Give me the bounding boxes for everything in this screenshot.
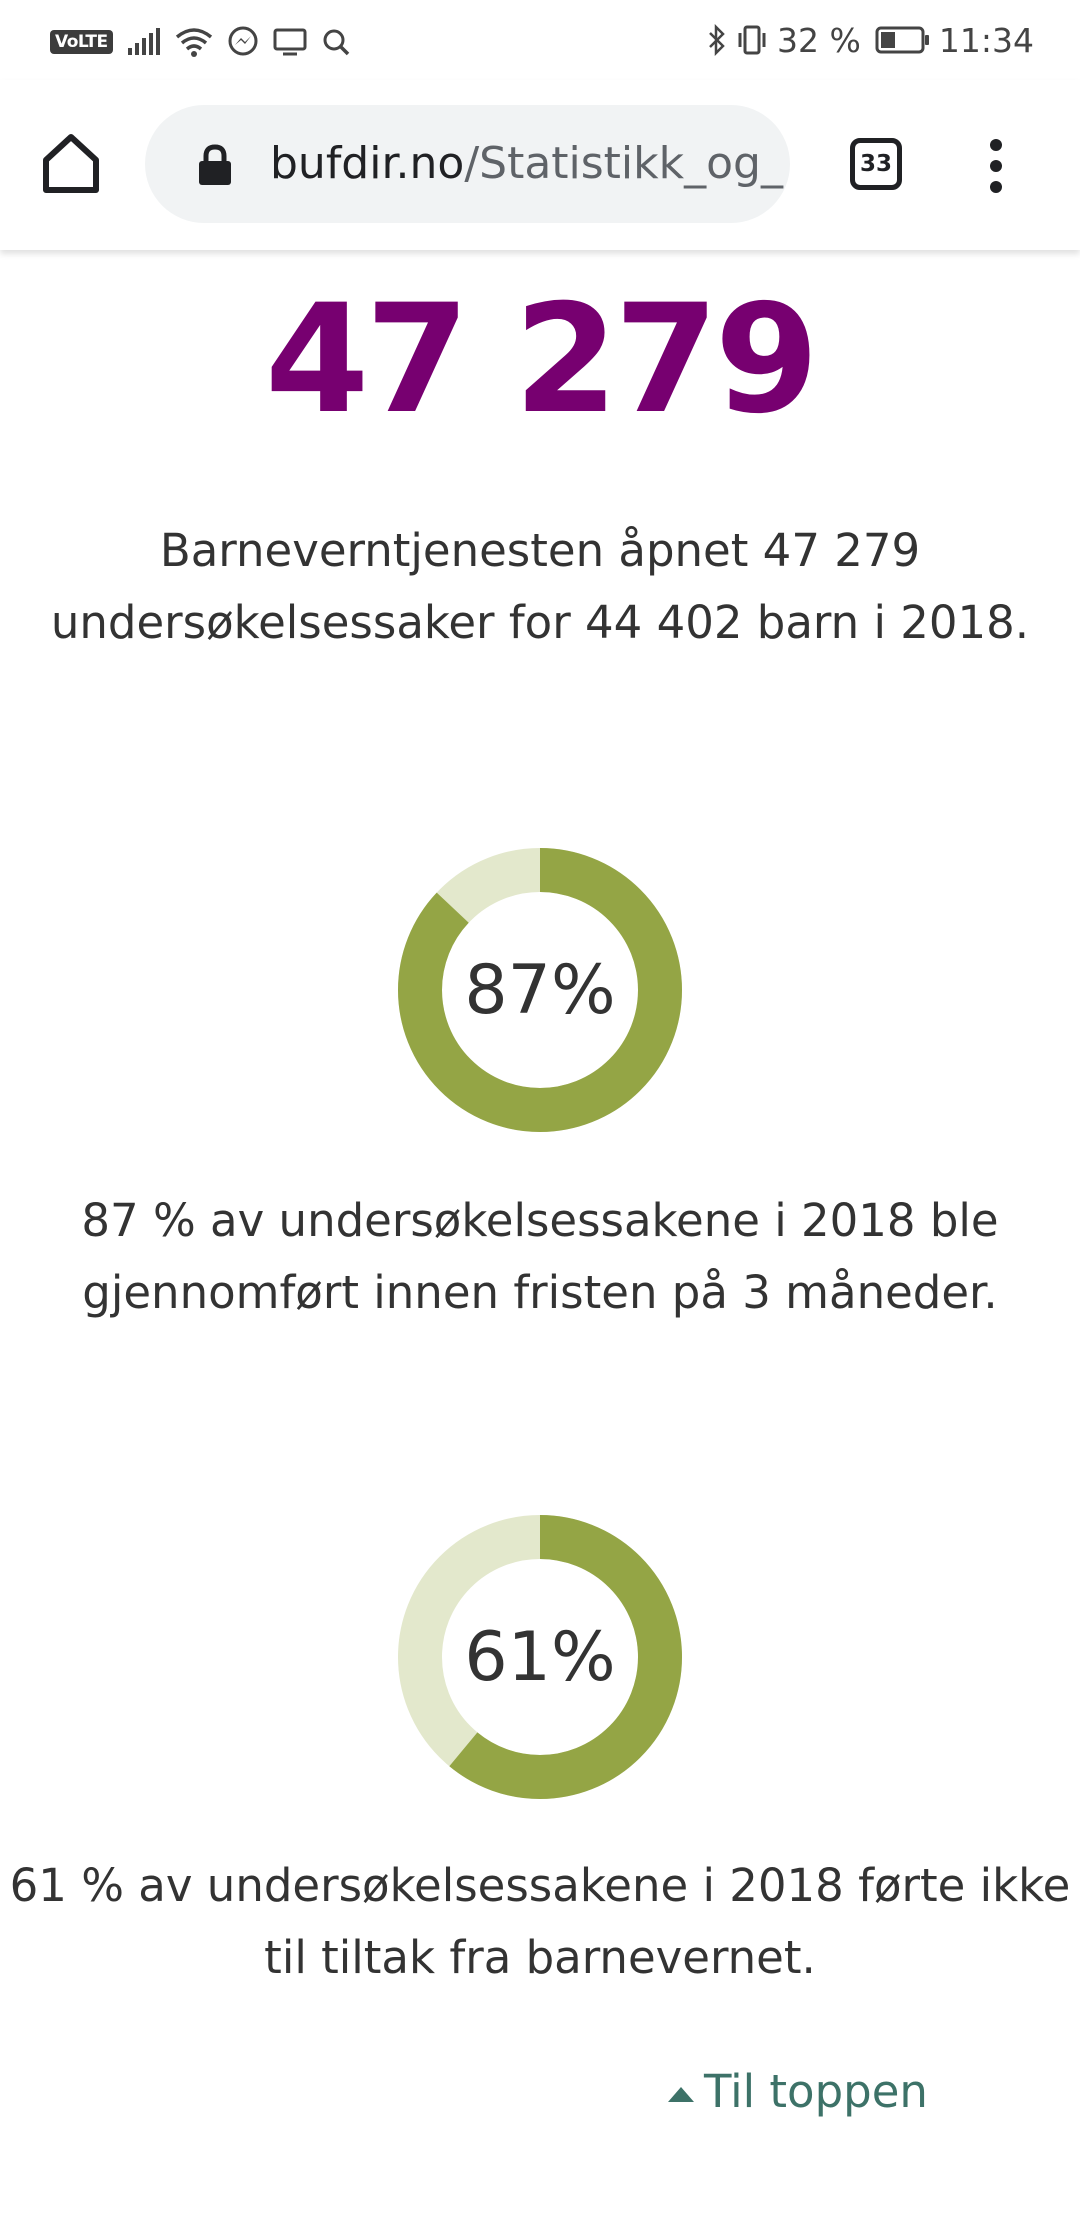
url-text: bufdir.no/Statistikk_og_ xyxy=(270,135,783,193)
timeliness-paragraph: 87 % av undersøkelsessakene i 2018 ble g… xyxy=(0,1185,1080,1329)
outcome-paragraph: 61 % av undersøkelsessakene i 2018 førte… xyxy=(0,1850,1080,1994)
back-to-top-link[interactable]: Til toppen xyxy=(668,2065,928,2118)
messenger-icon xyxy=(227,26,259,58)
intro-paragraph: Barneverntjenesten åpnet 47 279 undersøk… xyxy=(0,515,1080,659)
home-button[interactable] xyxy=(38,130,104,196)
url-host: bufdir.no xyxy=(270,138,465,189)
signal-icon xyxy=(127,28,161,56)
intro-line-1: Barneverntjenesten åpnet 47 279 xyxy=(159,524,921,577)
outcome-line-2: til tiltak fra barnevernet. xyxy=(264,1931,816,1984)
donut-svg-87 xyxy=(398,848,682,1132)
clock: 11:34 xyxy=(938,20,1034,60)
intro-line-2: undersøkelsessaker for 44 402 barn i 201… xyxy=(50,596,1030,649)
volte-badge: VoLTE xyxy=(50,30,113,54)
donut-svg-61 xyxy=(398,1515,682,1799)
donut-label: 87% xyxy=(464,950,616,1030)
more-vert-icon xyxy=(976,139,1016,200)
timeliness-line-2: gjennomført innen fristen på 3 måneder. xyxy=(82,1266,998,1319)
url-path: /Statistikk_og_ xyxy=(464,138,783,189)
status-bar: VoLTE xyxy=(0,0,1080,80)
tab-count: 33 xyxy=(859,151,892,177)
wifi-icon xyxy=(175,27,213,57)
address-bar[interactable]: bufdir.no/Statistikk_og_ xyxy=(145,105,790,223)
back-to-top-label: Til toppen xyxy=(704,2065,928,2118)
screen-cast-icon xyxy=(273,27,307,57)
outcome-line-1: 61 % av undersøkelsessakene i 2018 førte… xyxy=(9,1859,1071,1912)
browser-toolbar: bufdir.no/Statistikk_og_ 33 xyxy=(0,80,1080,250)
home-icon xyxy=(38,134,104,200)
status-icons-left: VoLTE xyxy=(50,22,351,62)
tab-switcher-button[interactable]: 33 xyxy=(850,138,902,190)
donut-chart-61: 61% xyxy=(395,1512,685,1802)
status-icons-right: 32 % 11:34 xyxy=(707,18,1034,62)
vibrate-icon xyxy=(735,24,769,56)
overflow-menu-button[interactable] xyxy=(976,136,1016,196)
donut-arc xyxy=(398,848,682,1132)
donut-chart-87: 87% xyxy=(395,845,685,1135)
donut-arc xyxy=(398,1515,682,1799)
battery-percent: 32 % xyxy=(777,20,861,60)
arrow-up-icon xyxy=(668,2087,694,2102)
timeliness-line-1: 87 % av undersøkelsessakene i 2018 ble xyxy=(81,1194,999,1247)
bluetooth-icon xyxy=(707,24,727,56)
donut-label: 61% xyxy=(464,1617,616,1697)
headline-number: 47 279 xyxy=(264,273,819,447)
search-icon xyxy=(321,27,351,57)
battery-icon xyxy=(875,26,931,54)
lock-icon xyxy=(197,144,233,186)
